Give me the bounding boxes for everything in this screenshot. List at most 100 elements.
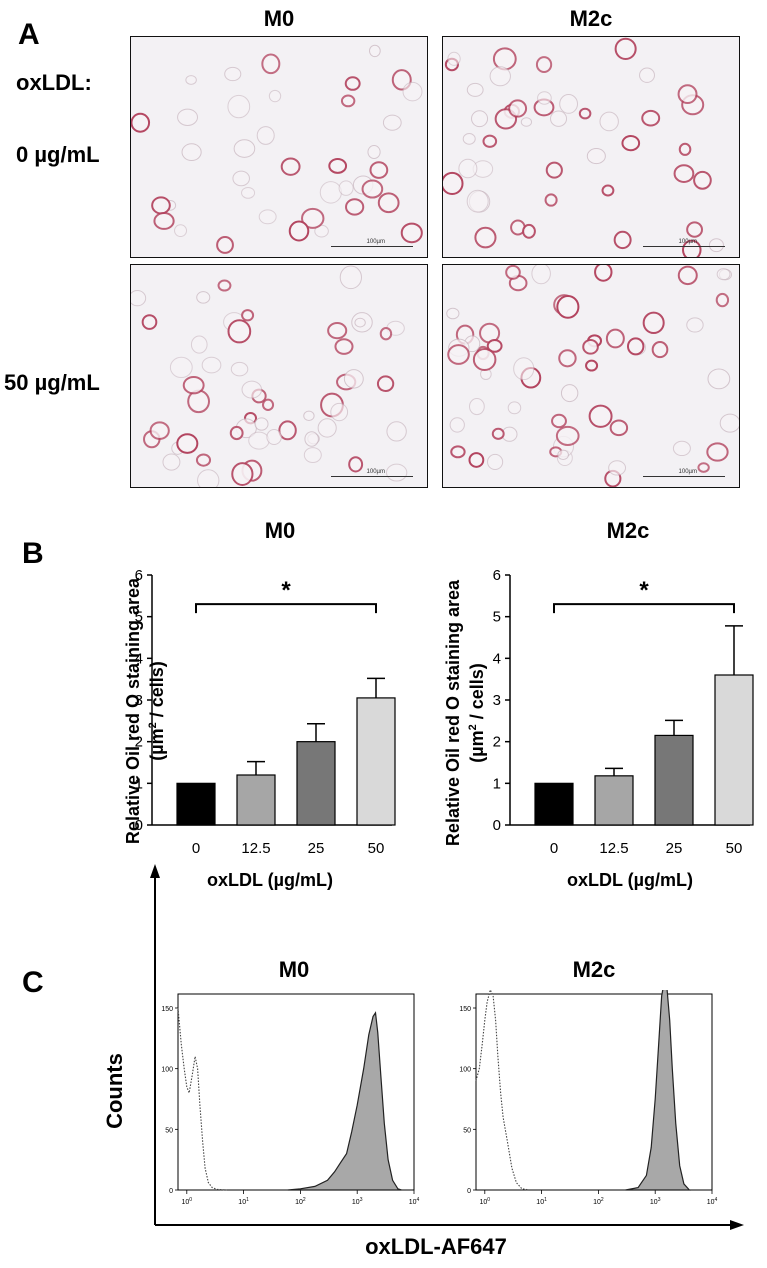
cell <box>141 314 158 330</box>
cell <box>131 112 151 133</box>
cell <box>368 44 381 58</box>
stained-histogram <box>287 1011 402 1191</box>
cell <box>254 417 269 431</box>
cell <box>343 369 364 389</box>
x-tick-label: 25 <box>666 840 683 857</box>
cell <box>227 94 251 119</box>
cell <box>376 375 395 393</box>
cell <box>686 317 704 333</box>
y-tick-label: 0 <box>135 817 143 834</box>
y-tick-label: 100 <box>459 1067 471 1074</box>
bar-chart-m2c: 0 1 2 3 4 5 6 0 12.5 25 50 * <box>493 567 754 857</box>
x-tick-label: 102 <box>593 1197 604 1206</box>
cell <box>328 158 348 174</box>
cell <box>229 425 244 441</box>
cell <box>556 295 580 319</box>
y-tick-label: 2 <box>493 734 501 751</box>
cell <box>471 110 489 128</box>
cell <box>288 220 310 242</box>
cell <box>466 189 489 213</box>
cell <box>216 236 234 254</box>
cell <box>449 417 465 433</box>
cell <box>447 344 470 365</box>
micrograph-m0-0: 100µm <box>130 36 428 258</box>
cell <box>621 134 641 152</box>
cell <box>402 81 423 102</box>
cell <box>508 99 528 118</box>
y-tick-label: 0 <box>493 817 501 834</box>
cell <box>278 420 297 441</box>
cell <box>182 376 205 395</box>
cell <box>472 347 497 372</box>
bar-chart-m2c-xlabel: oxLDL (µg/mL) <box>566 870 694 890</box>
cell <box>379 327 393 341</box>
cell <box>196 291 211 304</box>
column-header-m0: M0 <box>263 6 295 31</box>
panel-c-letter: C <box>22 966 44 999</box>
cell <box>594 265 613 282</box>
cell <box>706 442 729 462</box>
scale-bar <box>643 476 725 477</box>
cell <box>443 171 464 196</box>
cell <box>513 357 535 381</box>
cell <box>174 224 188 238</box>
cell <box>345 198 365 216</box>
treatment-label: oxLDL: <box>16 70 92 95</box>
cell <box>681 239 702 257</box>
x-tick-label: 0 <box>550 840 558 857</box>
cell <box>582 339 599 355</box>
cell <box>446 307 460 320</box>
counts-axis-label: Counts <box>102 1053 127 1129</box>
cell <box>551 413 567 429</box>
x-tick-label: 100 <box>480 1197 491 1206</box>
cell <box>382 114 402 131</box>
y-tick-label: 50 <box>165 1127 173 1134</box>
x-tick-label: 12.5 <box>599 840 628 857</box>
cell <box>558 349 577 368</box>
x-tick-label: 104 <box>707 1197 718 1206</box>
bar-12.5 <box>594 775 634 826</box>
cell <box>169 356 193 379</box>
bar-chart-m0-xlabel: oxLDL (µg/mL) <box>206 870 334 890</box>
cell <box>400 222 423 244</box>
bar-0 <box>534 782 574 826</box>
cell <box>268 89 282 103</box>
cell <box>131 290 147 307</box>
cell <box>327 322 348 340</box>
cell <box>227 319 252 344</box>
scale-bar <box>331 476 413 477</box>
cell <box>482 134 498 148</box>
cell <box>535 56 553 74</box>
bar-0 <box>176 782 216 826</box>
cell <box>707 368 731 390</box>
cell <box>340 94 356 108</box>
cell <box>601 184 615 197</box>
cell <box>304 431 319 447</box>
cell <box>261 53 281 75</box>
y-tick-label: 2 <box>135 734 143 751</box>
cell <box>677 84 698 105</box>
cell <box>641 109 661 127</box>
cell <box>550 110 568 127</box>
cell <box>339 265 362 290</box>
cell <box>153 212 175 230</box>
cell <box>217 279 232 292</box>
x-tick-label: 101 <box>536 1197 547 1206</box>
cell <box>468 397 485 416</box>
cell <box>544 193 558 207</box>
cell <box>531 265 551 285</box>
y-tick-label: 5 <box>135 609 143 626</box>
cell <box>609 419 629 437</box>
y-tick-label: 4 <box>493 650 501 667</box>
cell <box>301 207 325 229</box>
cell <box>686 221 703 238</box>
cell <box>256 126 275 145</box>
cell <box>197 469 220 487</box>
x-tick-label: 25 <box>308 840 325 857</box>
stained-histogram <box>625 990 691 1191</box>
bar-25 <box>654 734 694 826</box>
cell <box>507 401 522 415</box>
histogram-m0-title: M0 <box>278 957 310 982</box>
cell <box>560 384 579 403</box>
cell <box>348 456 364 473</box>
